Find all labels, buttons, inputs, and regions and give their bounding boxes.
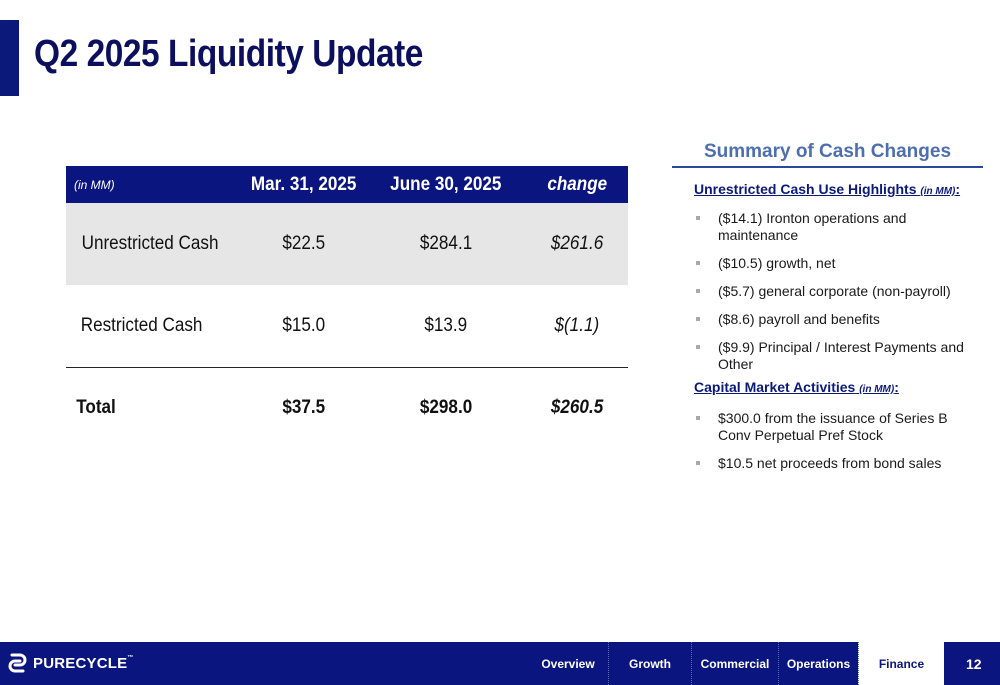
- list-item: ($10.5) growth, net: [694, 255, 984, 272]
- cell-change: $260.5: [550, 397, 604, 419]
- cash-use-heading: Unrestricted Cash Use Highlights (in MM)…: [694, 181, 961, 197]
- table-unit-label: (in MM): [74, 177, 115, 192]
- cell-jun: $284.1: [419, 233, 473, 254]
- summary-title: Summary of Cash Changes: [703, 141, 952, 162]
- list-item: ($9.9) Principal / Interest Payments and…: [694, 339, 984, 373]
- cell-mar: $22.5: [282, 233, 325, 254]
- nav-tab-operations[interactable]: Operations: [778, 642, 858, 685]
- cell-mar: $37.5: [282, 397, 325, 419]
- purecycle-logo: PURECYCLE™: [8, 652, 134, 674]
- list-item: ($5.7) general corporate (non-payroll): [694, 283, 984, 300]
- title-accent-bar: [0, 20, 19, 96]
- column-header-jun: June 30, 2025: [390, 173, 502, 195]
- cell-jun: $13.9: [424, 314, 468, 336]
- list-item: ($8.6) payroll and benefits: [694, 311, 984, 328]
- row-label: Total: [76, 397, 116, 419]
- list-item: $300.0 from the issuance of Series B Con…: [694, 410, 984, 444]
- purecycle-logo-icon: [8, 653, 27, 673]
- capital-list: $300.0 from the issuance of Series B Con…: [694, 410, 984, 483]
- nav-tab-overview[interactable]: Overview: [541, 656, 595, 671]
- nav-tab-commercial[interactable]: Commercial: [691, 642, 778, 685]
- footer-bar: PURECYCLE™ Overview Growth Commercial Op…: [0, 642, 1000, 685]
- cash-use-list: ($14.1) Ironton operations and maintenan…: [694, 210, 984, 384]
- list-item: $10.5 net proceeds from bond sales: [694, 455, 984, 472]
- cell-mar: $15.0: [282, 314, 325, 336]
- section-nav: Overview Growth Commercial Operations Fi…: [528, 642, 944, 685]
- table-header-row: (in MM) Mar. 31, 2025 June 30, 2025 chan…: [66, 166, 628, 203]
- summary-divider: [672, 166, 983, 168]
- table-row-restricted: Restricted Cash $15.0 $13.9 $(1.1): [66, 285, 628, 367]
- logo-text: PURECYCLE™: [33, 654, 134, 672]
- capital-heading: Capital Market Activities (in MM):: [694, 379, 899, 395]
- column-header-mar: Mar. 31, 2025: [250, 173, 357, 195]
- table-row-total: Total $37.5 $298.0 $260.5: [66, 367, 628, 449]
- row-label: Restricted Cash: [80, 314, 203, 336]
- nav-tab-growth[interactable]: Growth: [608, 642, 691, 685]
- list-item: ($14.1) Ironton operations and maintenan…: [694, 210, 984, 244]
- cell-change: $261.6: [550, 233, 604, 254]
- page-number: 12: [966, 656, 982, 672]
- liquidity-table: (in MM) Mar. 31, 2025 June 30, 2025 chan…: [66, 166, 628, 449]
- cell-jun: $298.0: [419, 397, 473, 419]
- row-label: Unrestricted Cash: [81, 233, 219, 254]
- nav-tab-finance[interactable]: Finance: [858, 642, 944, 685]
- column-header-change: change: [547, 173, 607, 195]
- cell-change: $(1.1): [554, 314, 600, 336]
- table-row-unrestricted: Unrestricted Cash $22.5 $284.1 $261.6: [66, 203, 628, 285]
- page-title: Q2 2025 Liquidity Update: [34, 33, 423, 75]
